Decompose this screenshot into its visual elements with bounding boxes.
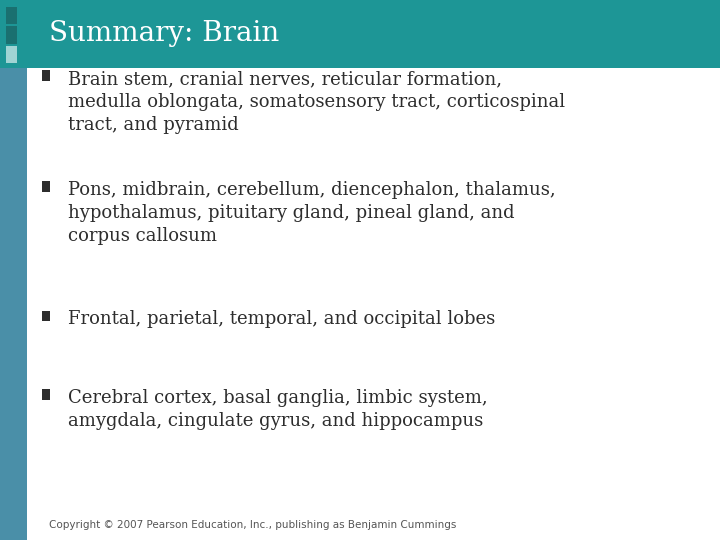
FancyBboxPatch shape [0,0,720,68]
FancyBboxPatch shape [42,389,50,400]
FancyBboxPatch shape [42,70,50,81]
Text: Copyright © 2007 Pearson Education, Inc., publishing as Benjamin Cummings: Copyright © 2007 Pearson Education, Inc.… [49,520,456,530]
FancyBboxPatch shape [42,181,50,192]
FancyBboxPatch shape [0,68,27,540]
FancyBboxPatch shape [6,7,17,24]
Text: Frontal, parietal, temporal, and occipital lobes: Frontal, parietal, temporal, and occipit… [68,310,495,328]
FancyBboxPatch shape [6,26,17,44]
Text: Cerebral cortex, basal ganglia, limbic system,
amygdala, cingulate gyrus, and hi: Cerebral cortex, basal ganglia, limbic s… [68,389,488,430]
Text: Brain stem, cranial nerves, reticular formation,
medulla oblongata, somatosensor: Brain stem, cranial nerves, reticular fo… [68,70,565,134]
Text: Summary: Brain: Summary: Brain [49,20,279,47]
FancyBboxPatch shape [6,46,17,63]
FancyBboxPatch shape [42,310,50,321]
Text: Pons, midbrain, cerebellum, diencephalon, thalamus,
hypothalamus, pituitary glan: Pons, midbrain, cerebellum, diencephalon… [68,181,556,245]
